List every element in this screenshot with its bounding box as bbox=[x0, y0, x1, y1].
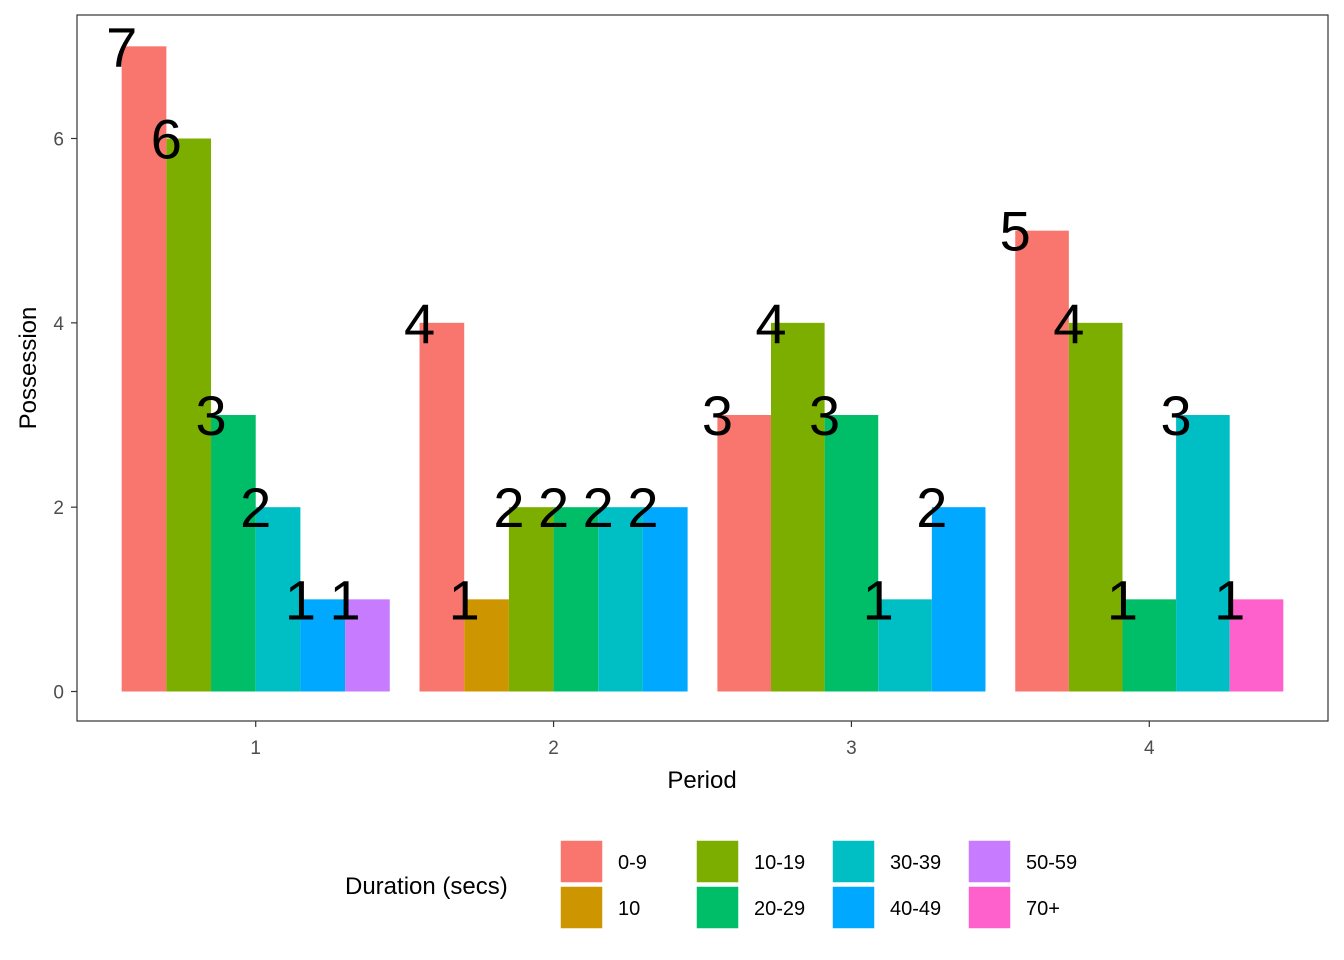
data-label-10-19-period-4: 4 bbox=[1053, 292, 1084, 355]
bar-10-19-period-3 bbox=[771, 322, 825, 692]
y-tick-label: 2 bbox=[53, 498, 64, 519]
x-tick-label: 3 bbox=[846, 738, 857, 759]
data-label-10-19-period-2: 2 bbox=[493, 476, 524, 539]
legend-title: Duration (secs) bbox=[345, 873, 508, 900]
bar-40-49-period-1 bbox=[300, 599, 346, 692]
data-label-30-39-period-1: 2 bbox=[240, 476, 271, 539]
y-axis-title: Possession bbox=[15, 307, 42, 430]
legend-label-70+: 70+ bbox=[1026, 898, 1060, 920]
data-label-0-9-period-4: 5 bbox=[1000, 200, 1031, 263]
data-label-70+-period-4: 1 bbox=[1214, 568, 1245, 631]
legend-label-40-49: 40-49 bbox=[890, 898, 941, 920]
bar-20-29-period-2 bbox=[553, 507, 599, 692]
data-label-10-period-2: 1 bbox=[449, 568, 480, 631]
data-label-20-29-period-2: 2 bbox=[538, 476, 569, 539]
legend-label-20-29: 20-29 bbox=[754, 898, 805, 920]
data-label-20-29-period-3: 3 bbox=[809, 384, 840, 447]
bar-30-39-period-2 bbox=[598, 507, 643, 692]
data-label-50-59-period-1: 1 bbox=[329, 568, 360, 631]
data-label-40-49-period-2: 2 bbox=[627, 476, 658, 539]
data-label-40-49-period-3: 2 bbox=[916, 476, 947, 539]
bar-40-49-period-3 bbox=[931, 507, 986, 692]
data-label-0-9-period-1: 7 bbox=[106, 15, 137, 78]
data-label-20-29-period-1: 3 bbox=[195, 384, 226, 447]
data-label-0-9-period-3: 3 bbox=[702, 384, 733, 447]
y-tick-label: 6 bbox=[53, 130, 64, 151]
y-tick-label: 4 bbox=[53, 314, 64, 335]
x-axis: 1 2 3 4 bbox=[250, 721, 1155, 759]
bars-layer bbox=[121, 46, 1284, 692]
data-label-30-39-period-3: 1 bbox=[863, 568, 894, 631]
data-label-30-39-period-2: 2 bbox=[583, 476, 614, 539]
bar-20-29-period-3 bbox=[824, 415, 879, 692]
legend-key-20-29 bbox=[695, 885, 740, 930]
legend-key-30-39 bbox=[831, 839, 876, 884]
bar-0-9-period-1 bbox=[121, 46, 167, 692]
legend-label-10-19: 10-19 bbox=[754, 852, 805, 874]
bar-30-39-period-4 bbox=[1176, 415, 1230, 692]
bar-40-49-period-2 bbox=[642, 507, 688, 692]
data-label-10-19-period-1: 6 bbox=[151, 108, 182, 171]
x-tick-label: 4 bbox=[1144, 738, 1155, 759]
bar-30-39-period-1 bbox=[255, 507, 301, 692]
legend-key-70+ bbox=[967, 885, 1012, 930]
data-label-40-49-period-1: 1 bbox=[285, 568, 316, 631]
legend-key-40-49 bbox=[831, 885, 876, 930]
bar-10-19-period-4 bbox=[1068, 322, 1123, 692]
x-tick-label: 2 bbox=[548, 738, 559, 759]
bar-0-9-period-3 bbox=[717, 415, 772, 692]
bar-20-29-period-1 bbox=[211, 415, 256, 692]
x-tick-label: 1 bbox=[250, 738, 261, 759]
y-axis: 0 2 4 6 bbox=[53, 130, 77, 704]
bar-10-19-period-1 bbox=[166, 138, 212, 692]
bar-70+-period-4 bbox=[1229, 599, 1284, 692]
bar-10-period-2 bbox=[464, 599, 509, 692]
legend-label-50-59: 50-59 bbox=[1026, 852, 1077, 874]
legend: Duration (secs) 0-9 10 10-19 20-29 30-39 40-4… bbox=[345, 839, 1077, 930]
bar-0-9-period-4 bbox=[1015, 230, 1069, 692]
data-label-20-29-period-4: 1 bbox=[1107, 568, 1138, 631]
legend-key-10 bbox=[559, 885, 604, 930]
bar-10-19-period-2 bbox=[508, 507, 554, 692]
legend-key-10-19 bbox=[695, 839, 740, 884]
y-tick-label: 0 bbox=[53, 683, 64, 704]
bar-0-9-period-2 bbox=[419, 322, 465, 692]
legend-label-30-39: 30-39 bbox=[890, 852, 941, 874]
legend-label-10: 10 bbox=[618, 898, 640, 920]
bar-30-39-period-3 bbox=[878, 599, 932, 692]
data-label-30-39-period-4: 3 bbox=[1161, 384, 1192, 447]
legend-key-0-9 bbox=[559, 839, 604, 884]
data-label-0-9-period-2: 4 bbox=[404, 292, 435, 355]
x-axis-title: Period bbox=[667, 767, 736, 794]
legend-label-0-9: 0-9 bbox=[618, 852, 647, 874]
data-label-10-19-period-3: 4 bbox=[755, 292, 786, 355]
bar-20-29-period-4 bbox=[1122, 599, 1177, 692]
bar-50-59-period-1 bbox=[345, 599, 390, 692]
legend-key-50-59 bbox=[967, 839, 1012, 884]
